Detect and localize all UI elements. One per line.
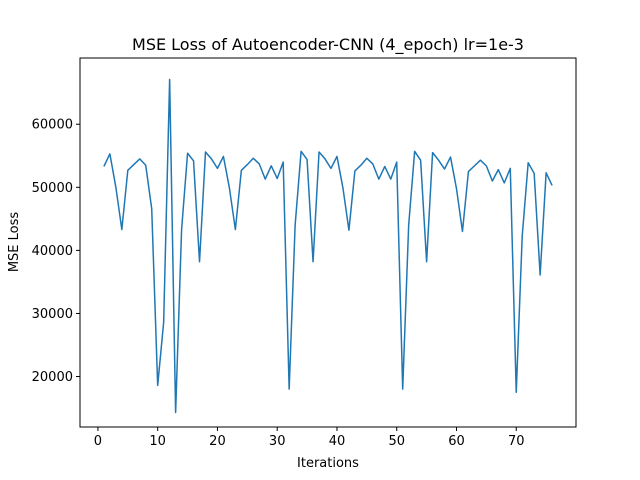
x-tick-label: 10 bbox=[149, 434, 166, 449]
y-tick-label: 30000 bbox=[32, 307, 73, 322]
x-axis-label: Iterations bbox=[297, 456, 359, 471]
x-tick-label: 70 bbox=[508, 434, 525, 449]
x-tick-label: 60 bbox=[448, 434, 465, 449]
axes-frame bbox=[79, 57, 577, 428]
x-tick-label: 20 bbox=[209, 434, 226, 449]
y-tick-label: 50000 bbox=[32, 181, 73, 196]
y-axis: 20000 30000 40000 50000 60000 bbox=[32, 118, 80, 385]
y-tick-label: 60000 bbox=[32, 118, 73, 133]
x-tick-label: 0 bbox=[94, 434, 102, 449]
y-tick-label: 20000 bbox=[32, 370, 73, 385]
x-tick-label: 30 bbox=[269, 434, 286, 449]
y-axis-label: MSE Loss bbox=[7, 212, 22, 273]
x-tick-label: 40 bbox=[329, 434, 346, 449]
x-axis: 0 10 20 30 40 50 60 70 bbox=[94, 427, 525, 449]
plot-area bbox=[103, 78, 553, 414]
chart-title: MSE Loss of Autoencoder-CNN (4_epoch) lr… bbox=[132, 35, 524, 55]
series-line-0 bbox=[103, 78, 553, 414]
x-tick-label: 50 bbox=[388, 434, 405, 449]
y-tick-label: 40000 bbox=[32, 244, 73, 259]
